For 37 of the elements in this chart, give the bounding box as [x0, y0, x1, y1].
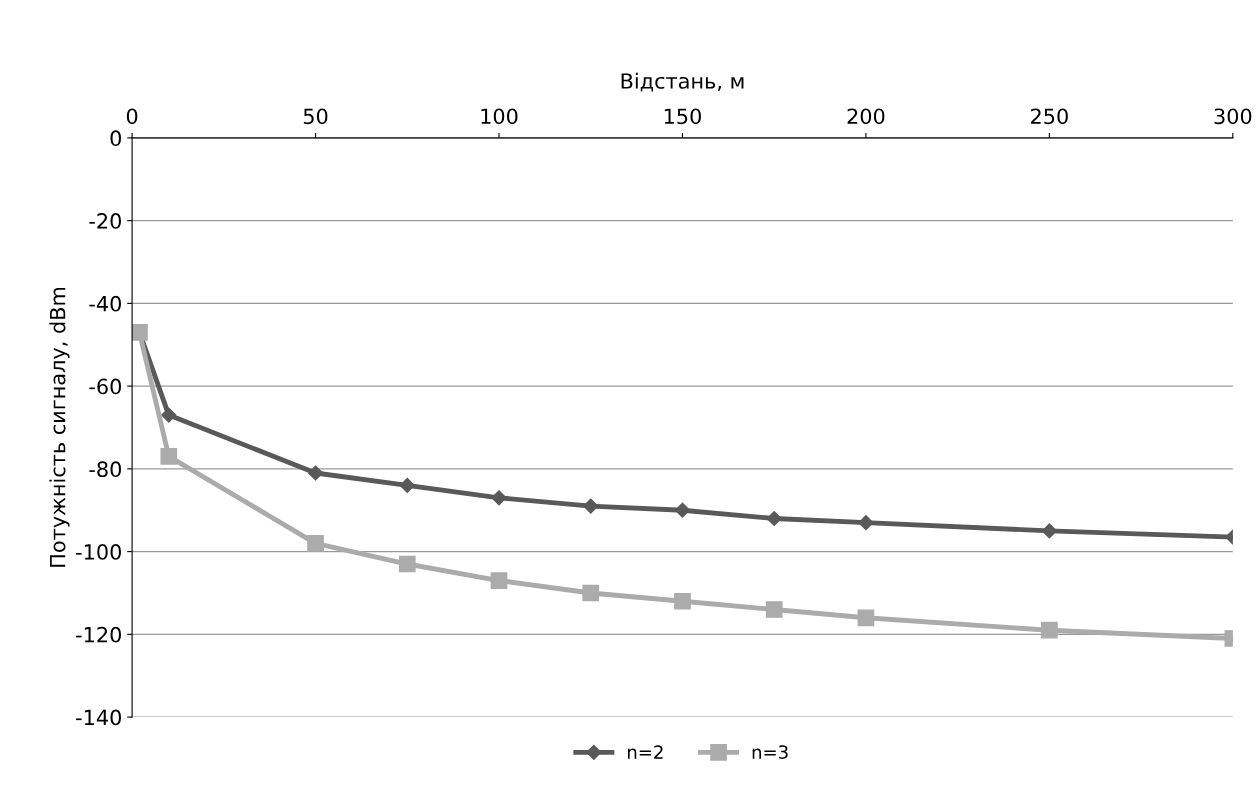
point	[398, 555, 416, 573]
legend-label: n=3	[752, 745, 788, 759]
y-tick-label: -100	[76, 544, 121, 560]
y-axis-title: Потужність сигналу, dBm	[49, 287, 70, 567]
y-tick-label: -120	[76, 626, 121, 643]
point	[307, 534, 324, 552]
point	[491, 490, 507, 506]
x-tick-label: 50	[303, 108, 328, 125]
point	[1041, 621, 1058, 639]
y-tick-label: -20	[89, 213, 121, 229]
point	[766, 510, 782, 527]
x-axis-title: Відстань, м	[621, 72, 744, 92]
point	[858, 515, 874, 531]
point	[674, 592, 691, 610]
x-tick-label: 250	[1031, 108, 1068, 125]
point	[160, 448, 178, 465]
point	[765, 601, 783, 618]
x-tick-label: 150	[664, 108, 701, 125]
x-tick-label: 200	[847, 108, 885, 125]
point	[583, 498, 599, 514]
y-tick-label: -40	[89, 295, 121, 312]
x-tick-label: 100	[481, 108, 518, 125]
y-tick-label: -140	[76, 709, 121, 726]
y-tick-label: 0	[110, 130, 121, 147]
point	[857, 609, 875, 627]
y-tick-label: -80	[89, 461, 121, 478]
point	[399, 477, 415, 493]
x-tick-label: 0	[126, 108, 138, 125]
y-tick-label: -60	[89, 378, 121, 395]
point	[674, 502, 691, 518]
point	[490, 572, 508, 589]
point	[161, 407, 177, 423]
point	[582, 584, 600, 602]
x-tick-label: 300	[1214, 108, 1252, 125]
point	[307, 465, 324, 481]
legend-label: n=2	[627, 745, 663, 759]
point	[1041, 523, 1057, 539]
